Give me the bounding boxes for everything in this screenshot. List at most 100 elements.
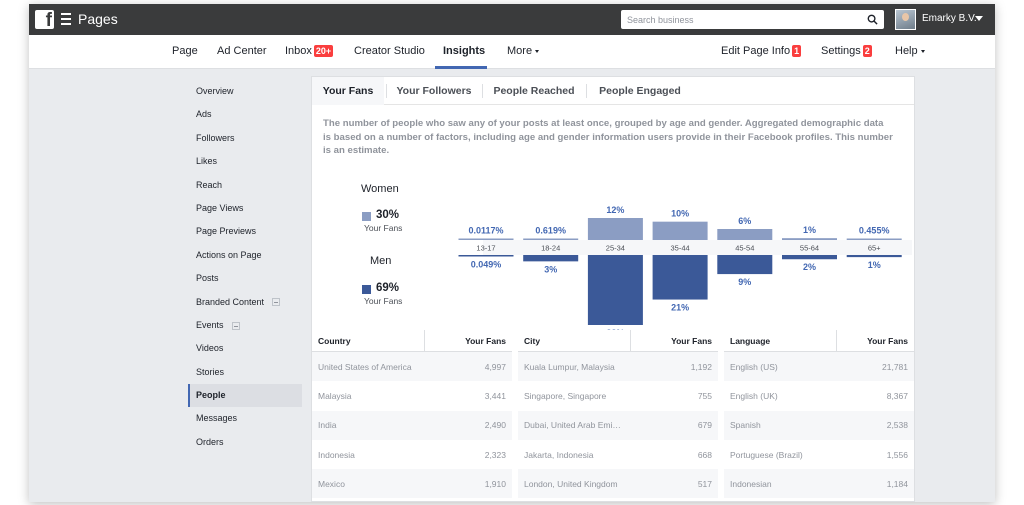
header-divider (424, 330, 425, 352)
sidebar-item-overview[interactable]: Overview (188, 80, 302, 103)
facebook-logo-icon[interactable]: f (35, 10, 54, 31)
nav-edit-page-info[interactable]: Edit Page Info 1 (721, 45, 802, 57)
table-cell-name: Kuala Lumpur, Malaysia (524, 361, 615, 372)
table-row: United States of America 4,997 (312, 352, 512, 382)
column-header[interactable]: Your Fans (671, 335, 712, 346)
sidebar-item-messages[interactable]: Messages (188, 407, 302, 430)
nav-settings[interactable]: Settings 2 (821, 45, 872, 57)
women-bar (523, 238, 579, 240)
age-tick-label: 55-64 (800, 244, 819, 253)
column-header[interactable]: City (524, 335, 541, 346)
tab-your-followers[interactable]: Your Followers (396, 85, 472, 97)
avatar[interactable] (895, 9, 916, 30)
table-cell-value: 679 (697, 420, 712, 431)
table-cell-name: Indonesian (730, 478, 772, 489)
browser-window: f Pages Emarky B.V. Page Ad Center Inbox… (29, 4, 995, 502)
men-legend-title: Men (370, 255, 392, 267)
sidebar-item-reach[interactable]: Reach (188, 174, 302, 197)
search-box[interactable] (621, 10, 884, 30)
women-bar (717, 229, 773, 240)
men-swatch (362, 285, 371, 294)
table-cell-value: 668 (697, 449, 712, 460)
sidebar-item-videos[interactable]: Videos (188, 337, 302, 360)
age-gender-chart-svg: 0.0117%0.049%13-170.619%3%18-2412%33%25-… (458, 205, 912, 337)
table-cell-value: 1,556 (886, 449, 908, 460)
women-bar (782, 238, 837, 240)
sidebar-item-page-views[interactable]: Page Views (188, 197, 302, 220)
sidebar-item-people[interactable]: People (188, 384, 302, 408)
sidebar-item-label: Page Previews (196, 226, 257, 237)
table-cell-name: United States of America (318, 361, 412, 372)
tab-people-reached[interactable]: People Reached (493, 85, 575, 97)
sidebar-item-label: Orders (196, 436, 224, 447)
table-row: Mexico 1,910 (312, 469, 512, 499)
nav-creator-studio[interactable]: Creator Studio (354, 45, 425, 57)
nav-more-label: More (507, 45, 533, 57)
men-bar (458, 255, 514, 257)
nav-edit-page-info-label: Edit Page Info (721, 45, 791, 57)
table-cell-name: Mexico (318, 478, 345, 489)
table-cell-name: Dubai, United Arab Emi… (524, 420, 621, 431)
table-cell-value: 1,910 (484, 478, 506, 489)
sidebar-item-label: Ads (196, 109, 212, 120)
men-percentage: 69% (376, 282, 400, 294)
women-data-label: 10% (671, 209, 689, 219)
table-cell-name: Jakarta, Indonesia (524, 449, 594, 460)
page-nav-bar: Page Ad Center Inbox 20+ Creator Studio I… (29, 35, 995, 69)
table-row: Dubai, United Arab Emi… 679 (518, 410, 718, 440)
table-row: Singapore, Singapore 755 (518, 381, 718, 410)
sidebar-item-posts[interactable]: Posts (188, 267, 302, 290)
table-row: Spanish 2,538 (724, 410, 914, 440)
table-cell-name: India (318, 420, 337, 431)
sidebar-item-stories[interactable]: Stories (188, 361, 302, 384)
sidebar-item-actions-on-page[interactable]: Actions on Page (188, 244, 302, 267)
nav-ad-center[interactable]: Ad Center (217, 45, 267, 57)
sidebar-item-likes[interactable]: Likes (188, 150, 302, 173)
table-cell-value: 21,781 (882, 361, 908, 372)
table-row: English (US) 21,781 (724, 352, 914, 382)
account-name[interactable]: Emarky B.V. (922, 13, 977, 24)
tab-people-engaged[interactable]: People Engaged (599, 85, 681, 97)
sidebar-item-label: Reach (196, 179, 223, 190)
sidebar-item-ads[interactable]: Ads (188, 103, 302, 126)
women-data-label: 12% (606, 205, 624, 215)
nav-insights[interactable]: Insights (443, 45, 485, 57)
sidebar-item-orders[interactable]: Orders (188, 431, 302, 454)
table-cell-value: 1,184 (886, 478, 908, 489)
nav-more[interactable]: More (507, 45, 540, 57)
sidebar-item-events[interactable]: Events (188, 314, 302, 337)
column-header[interactable]: Your Fans (465, 335, 506, 346)
menu-icon[interactable] (61, 13, 71, 25)
table-cell-name: Portuguese (Brazil) (730, 449, 803, 460)
nav-inbox[interactable]: Inbox 20+ (285, 45, 334, 57)
nav-help[interactable]: Help (895, 45, 925, 57)
sidebar-item-page-previews[interactable]: Page Previews (188, 220, 302, 243)
search-input[interactable] (621, 10, 851, 30)
nav-insights-label: Insights (443, 45, 486, 57)
sidebar-item-branded-content[interactable]: Branded Content (188, 291, 302, 314)
age-axis-band (483, 240, 912, 255)
account-dropdown-icon[interactable] (975, 16, 983, 21)
table-cell-name: Singapore, Singapore (524, 390, 607, 401)
nav-creator-studio-label: Creator Studio (354, 45, 425, 57)
external-link-icon[interactable] (272, 298, 281, 307)
table-row: Kuala Lumpur, Malaysia 1,192 (518, 352, 718, 382)
external-link-icon[interactable] (231, 321, 240, 330)
pages-title[interactable]: Pages (78, 11, 118, 27)
men-data-label: 3% (544, 264, 557, 274)
column-header[interactable]: Your Fans (867, 335, 908, 346)
table-cell-name: London, United Kingdom (524, 478, 618, 489)
table-header: City Your Fans (518, 330, 718, 352)
nav-page[interactable]: Page (172, 45, 198, 57)
sidebar-item-followers[interactable]: Followers (188, 127, 302, 150)
table-cell-name: Malaysia (318, 390, 352, 401)
table-city: City Your Fans Kuala Lumpur, Malaysia 1,192… (518, 330, 718, 499)
search-icon[interactable] (867, 14, 878, 25)
men-bar (587, 255, 643, 325)
age-tick-label: 18-24 (541, 244, 560, 253)
column-header[interactable]: Language (730, 335, 771, 346)
tab-your-fans[interactable]: Your Fans (312, 77, 384, 105)
insights-panel: Your Fans Your Followers People Reached … (311, 76, 915, 502)
column-header[interactable]: Country (318, 335, 351, 346)
women-data-label: 0.619% (535, 226, 566, 236)
